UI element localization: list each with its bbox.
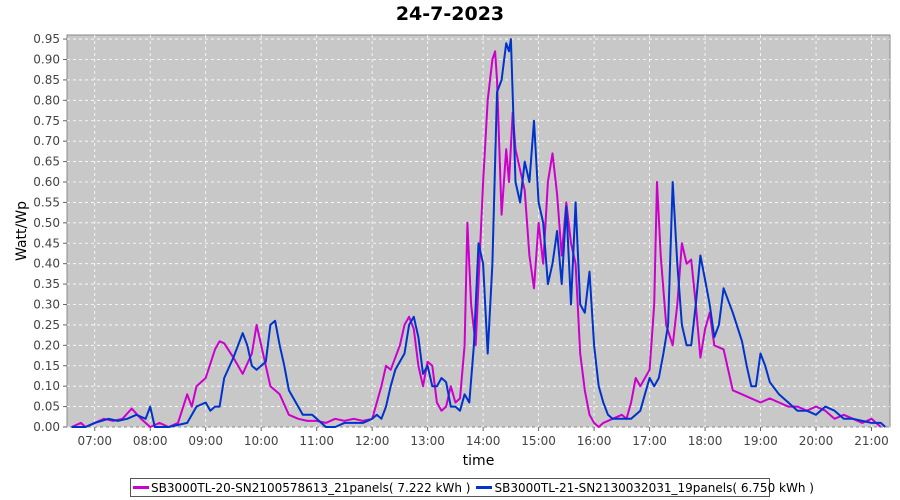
x-tick-label: 15:00 bbox=[521, 434, 556, 448]
series-line-2 bbox=[71, 38, 887, 428]
y-tick-label: 0.25 bbox=[33, 318, 60, 332]
y-tick-label: 0.10 bbox=[33, 379, 60, 393]
x-tick-label: 19:00 bbox=[743, 434, 778, 448]
y-tick-label: 0.05 bbox=[33, 400, 60, 414]
y-axis-label: Watt/Wp bbox=[14, 201, 30, 261]
y-tick-label: 0.85 bbox=[33, 73, 60, 87]
x-axis-ticks: 07:00 08:00 09:00 10:00 11:00 12:00 13:00 14:00… bbox=[77, 427, 889, 448]
y-tick-label: 0.30 bbox=[33, 298, 60, 312]
y-tick-label: 0.65 bbox=[33, 155, 60, 169]
x-tick-label: 08:00 bbox=[133, 434, 168, 448]
legend-swatch-series-2 bbox=[476, 486, 493, 489]
y-tick-label: 0.35 bbox=[33, 277, 60, 291]
x-tick-label: 09:00 bbox=[188, 434, 223, 448]
x-tick-label: 13:00 bbox=[410, 434, 445, 448]
x-tick-label: 12:00 bbox=[355, 434, 390, 448]
y-tick-label: 0.15 bbox=[33, 359, 60, 373]
x-tick-label: 10:00 bbox=[244, 434, 279, 448]
y-tick-label: 0.55 bbox=[33, 195, 60, 209]
y-tick-label: 0.60 bbox=[33, 175, 60, 189]
x-tick-label: 16:00 bbox=[577, 434, 612, 448]
y-tick-label: 0.20 bbox=[33, 338, 60, 352]
series-lines bbox=[71, 38, 887, 428]
x-axis-label: time bbox=[463, 453, 495, 469]
legend-swatch-series-1 bbox=[133, 486, 149, 489]
y-tick-label: 0.75 bbox=[33, 114, 60, 128]
x-tick-label: 20:00 bbox=[799, 434, 834, 448]
series-line-1 bbox=[71, 50, 882, 428]
legend-label-series-1: SB3000TL-20-SN2100578613_21panels( 7.222… bbox=[151, 480, 471, 495]
legend-item-series-2: SB3000TL-21-SN2130032031_19panels( 6.750… bbox=[476, 480, 814, 495]
legend-item-series-1: SB3000TL-20-SN2100578613_21panels( 7.222… bbox=[133, 481, 470, 495]
y-tick-label: 0.80 bbox=[33, 93, 60, 107]
x-tick-label: 14:00 bbox=[466, 434, 501, 448]
y-tick-label: 0.40 bbox=[33, 257, 60, 271]
y-tick-label: 0.70 bbox=[33, 134, 60, 148]
x-tick-label: 07:00 bbox=[77, 434, 112, 448]
x-tick-label: 21:00 bbox=[854, 434, 889, 448]
x-tick-label: 11:00 bbox=[299, 434, 334, 448]
chart-title: 24-7-2023 bbox=[395, 3, 505, 25]
x-tick-label: 18:00 bbox=[688, 434, 723, 448]
y-tick-label: 0.95 bbox=[33, 32, 60, 46]
y-tick-label: 0.90 bbox=[33, 53, 60, 67]
y-tick-label: 0.00 bbox=[33, 420, 60, 434]
legend: SB3000TL-20-SN2100578613_21panels( 7.222… bbox=[130, 478, 814, 497]
y-tick-label: 0.45 bbox=[33, 236, 60, 250]
x-tick-label: 17:00 bbox=[632, 434, 667, 448]
legend-label-series-2: SB3000TL-21-SN2130032031_19panels( 6.750… bbox=[494, 480, 814, 495]
grid bbox=[67, 35, 890, 428]
y-tick-label: 0.50 bbox=[33, 216, 60, 230]
y-axis-ticks: 0.00 0.05 0.10 0.15 0.20 0.25 0.30 0.35 0.40 0.45… bbox=[33, 32, 67, 434]
